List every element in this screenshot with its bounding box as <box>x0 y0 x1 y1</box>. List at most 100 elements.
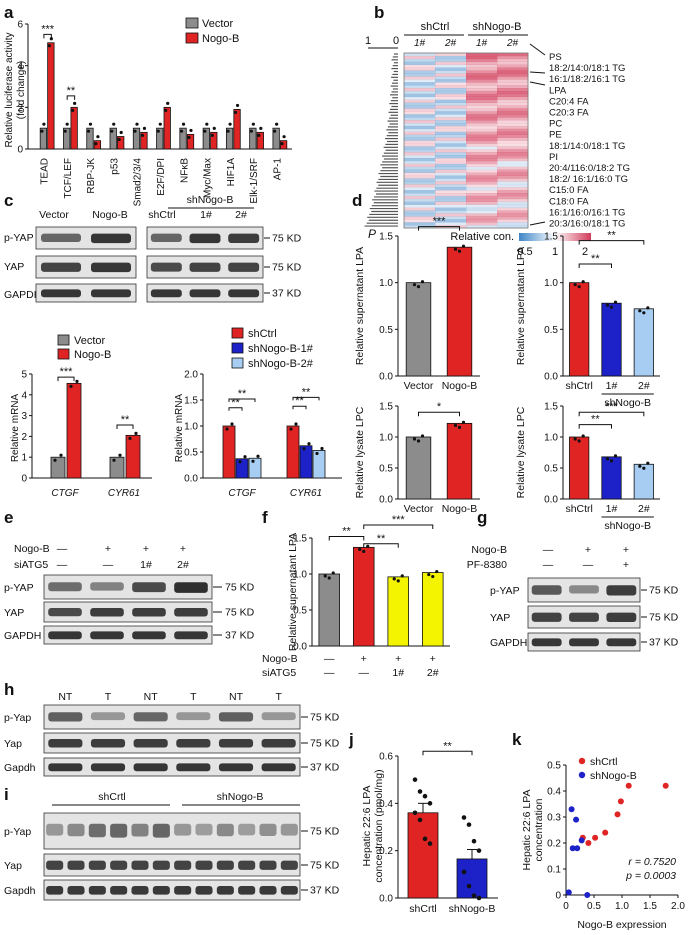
a-point <box>235 103 240 108</box>
h-blot-band <box>218 763 254 772</box>
f-point <box>431 574 435 579</box>
c-blot-right-band <box>150 289 182 298</box>
c-left-y-tick-label: 2 <box>21 432 27 443</box>
d1-category: Nogo-B <box>442 380 478 392</box>
c-blot-right-band <box>189 289 221 298</box>
b-heatmap-cell <box>435 190 467 194</box>
b-heatmap-cell <box>404 201 436 205</box>
b-heatmap-cell <box>497 198 529 203</box>
b-heatmap-cell <box>435 105 467 109</box>
d3-bar <box>446 422 473 500</box>
b-heatmap-cell <box>497 99 529 103</box>
b-row-label: PS <box>549 52 562 63</box>
c-blot-left-band <box>41 233 81 243</box>
a-sig-tcf-bracket <box>66 95 76 100</box>
b-heatmap-cell <box>466 105 498 109</box>
c-left-point <box>134 431 138 435</box>
k-ylabel-line-1: concentration <box>533 798 545 861</box>
k-point-shcrtl <box>617 798 624 805</box>
b-heatmap-cell <box>435 166 467 170</box>
c-right-point <box>243 455 247 459</box>
a-point <box>133 129 137 133</box>
c-left-point <box>59 453 63 457</box>
c-left-point <box>118 453 122 457</box>
d1-point <box>412 283 417 287</box>
b-heatmap-cell <box>435 117 467 121</box>
i-blot-band <box>67 860 85 870</box>
d4-ylabel-line-0: Relative lysate LPC <box>515 406 527 498</box>
a-bar-vector <box>225 127 234 150</box>
b-heatmap-cell <box>404 143 436 147</box>
b-heatmap-cell <box>404 216 436 220</box>
d2-point <box>609 305 614 309</box>
g-blot-row-label: p-YAP <box>490 585 520 597</box>
k-y-tick-label: 0.2 <box>547 839 561 850</box>
d1-point <box>457 249 462 253</box>
d2-y-tick-label: 0.5 <box>544 325 558 336</box>
c-left-ylabel-line-0: Relative mRNA <box>10 394 21 463</box>
b-heatmap-cell <box>435 195 467 200</box>
b-heatmap-cell <box>404 64 436 68</box>
d2-y-tick-label: 1.5 <box>544 232 558 243</box>
g-blot-band <box>531 638 562 647</box>
c-right-legend-swatch <box>231 357 244 369</box>
e-blot-band <box>48 608 82 617</box>
d4-group-label: shNogo-B <box>604 520 651 532</box>
c-blot-row-label: p-YAP <box>4 232 34 244</box>
b-heatmap-cell <box>497 64 529 68</box>
panel-label-i: i <box>4 785 9 804</box>
a-category-label: AP-1 <box>272 158 283 181</box>
j-point <box>476 895 482 901</box>
a-bar-vector <box>39 127 48 150</box>
d4-point <box>573 437 577 441</box>
f-y-tick-label: 1.0 <box>293 570 307 581</box>
b-heatmap-cell <box>466 166 498 170</box>
a-point <box>142 126 147 130</box>
d4-sig-bracket <box>578 411 645 417</box>
d2-point <box>605 303 610 307</box>
i-blot-band <box>110 823 128 838</box>
d2-sig-label: ** <box>591 253 600 265</box>
a-point <box>275 122 279 126</box>
b-row-label: C18:0 FA <box>549 196 589 207</box>
c-blot-col-label: Vector <box>39 209 69 221</box>
a-bar-nogo-b <box>233 109 241 150</box>
b-heatmap-cell <box>435 155 467 159</box>
b-heatmap-cell <box>497 158 529 162</box>
b-heatmap-cell <box>497 117 529 121</box>
b-heatmap-cell <box>404 55 436 60</box>
d1-y-tick-label: 1.5 <box>379 232 393 243</box>
c-right-point <box>256 454 260 458</box>
i-blot-band <box>131 886 149 895</box>
b-heatmap-cell <box>404 190 436 194</box>
i-blot-band <box>88 823 106 838</box>
b-heatmap-cell <box>466 85 498 89</box>
panel-label-g: g <box>477 508 487 527</box>
d2-category: 2# <box>638 380 650 392</box>
b-heatmap-cell <box>435 123 467 127</box>
b-heatmap-cell <box>404 53 436 57</box>
b-row-label: PC <box>549 119 562 130</box>
e-marker-label: 75 KD <box>225 607 255 619</box>
c-right-bar <box>286 425 300 479</box>
b-p-label: P <box>368 227 376 241</box>
a-point <box>112 122 116 126</box>
j-sig-label: ** <box>443 740 452 752</box>
b-heatmap-cell <box>466 160 498 165</box>
b-connector <box>529 221 546 226</box>
f-condition-value: — <box>324 667 335 679</box>
b-heatmap-cell <box>497 53 529 57</box>
a-point <box>249 129 253 133</box>
g-blot-row-label: YAP <box>490 612 510 624</box>
k-point-shnogo-b <box>569 845 576 852</box>
panel-label-j: j <box>348 730 354 749</box>
d3-point <box>453 423 458 427</box>
b-heatmap-cell <box>404 120 436 124</box>
g-condition-label: PF-8380 <box>467 559 507 571</box>
b-heatmap-cell <box>497 160 529 165</box>
c-right-point <box>315 451 319 456</box>
k-point-shnogo-b <box>574 845 581 852</box>
a-point <box>94 142 98 146</box>
a-point <box>158 122 162 126</box>
b-heatmap-cell <box>466 79 498 83</box>
